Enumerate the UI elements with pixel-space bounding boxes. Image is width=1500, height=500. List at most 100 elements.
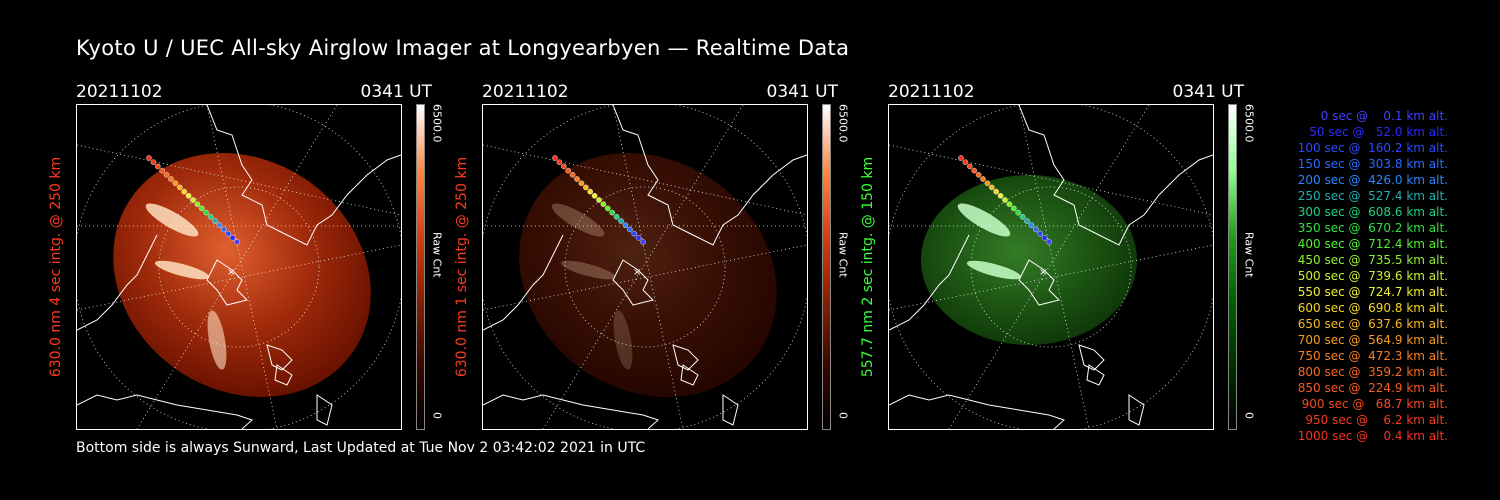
colorbar-min-label: 0 — [836, 412, 850, 419]
trajectory-point — [574, 176, 580, 182]
legend-item: 900 sec @ 68.7 km alt. — [1297, 397, 1448, 411]
trajectory-point — [1019, 214, 1026, 220]
imager-panel-2: 20211102 0341 UT 630.0 nm 1 sec intg. @ 25… — [454, 82, 862, 432]
imager-panel-1: 20211102 0341 UT 630.0 nm 4 sec intg. @ 25… — [48, 82, 456, 432]
svg-text:×: × — [227, 267, 235, 278]
trajectory-point — [1024, 218, 1030, 224]
trajectory-point — [640, 239, 646, 245]
legend-item: 550 sec @ 724.7 km alt. — [1293, 285, 1448, 299]
trajectory-point — [216, 222, 223, 228]
panel-ylabel: 630.0 nm 1 sec intg. @ 250 km — [454, 156, 470, 378]
legend-item: 150 sec @ 303.8 km alt. — [1293, 157, 1448, 171]
allsky-image: × — [888, 104, 1214, 430]
colorbar-unit-label: Raw Cnt — [836, 232, 850, 278]
trajectory-point — [1037, 230, 1043, 237]
colorbar-max-label: 6500.0 — [430, 104, 444, 143]
trajectory-point — [181, 188, 187, 195]
legend-item: 700 sec @ 564.9 km alt. — [1293, 333, 1448, 347]
trajectory-point — [989, 184, 995, 191]
panel-date: 20211102 — [482, 82, 569, 102]
imager-panel-3: 20211102 0341 UT 557.7 nm 2 sec intg. @ 15… — [860, 82, 1268, 432]
trajectory-point — [172, 180, 179, 186]
trajectory-point — [967, 163, 973, 170]
colorbar-min-label: 0 — [1242, 412, 1256, 419]
legend-item: 400 sec @ 712.4 km alt. — [1293, 237, 1448, 251]
allsky-image: × — [482, 104, 808, 430]
trajectory-point — [561, 163, 567, 170]
trajectory-point — [1032, 226, 1039, 233]
svg-text:×: × — [633, 267, 641, 278]
legend-item: 250 sec @ 527.4 km alt. — [1293, 189, 1448, 203]
colorbar-max-label: 6500.0 — [836, 104, 850, 143]
legend-item: 450 sec @ 735.5 km alt. — [1293, 253, 1448, 267]
colorbar-max-label: 6500.0 — [1242, 104, 1256, 143]
page-title: Kyoto U / UEC All-sky Airglow Imager at … — [76, 36, 850, 60]
trajectory-point — [975, 172, 982, 178]
trajectory-point — [556, 159, 563, 166]
colorbar-unit-label: Raw Cnt — [430, 232, 444, 278]
trajectory-point — [1041, 234, 1048, 241]
trajectory-point — [177, 184, 183, 191]
trajectory-point — [199, 205, 205, 212]
trajectory-point — [1046, 239, 1052, 245]
legend-item: 750 sec @ 472.3 km alt. — [1293, 349, 1448, 363]
legend-item: 50 sec @ 52.0 km alt. — [1301, 125, 1448, 139]
legend-item: 950 sec @ 6.2 km alt. — [1301, 413, 1448, 427]
trajectory-point — [984, 180, 991, 186]
legend-item: 100 sec @ 160.2 km alt. — [1293, 141, 1448, 155]
trajectory-point — [146, 155, 152, 161]
trajectory-point — [1006, 201, 1013, 207]
colorbar — [822, 104, 831, 430]
trajectory-point — [958, 155, 964, 161]
legend-item: 300 sec @ 608.6 km alt. — [1293, 205, 1448, 219]
trajectory-point — [962, 159, 969, 166]
trajectory-point — [993, 188, 999, 195]
allsky-image: × — [76, 104, 402, 430]
trajectory-point — [600, 201, 607, 207]
trajectory-point — [234, 239, 240, 245]
trajectory-point — [631, 230, 637, 237]
trajectory-point — [569, 172, 576, 178]
trajectory-point — [1002, 197, 1008, 203]
trajectory-point — [1011, 205, 1017, 212]
trajectory-point — [552, 155, 558, 161]
trajectory-point — [605, 205, 611, 212]
panel-ylabel: 630.0 nm 4 sec intg. @ 250 km — [48, 156, 64, 378]
trajectory-point — [163, 172, 170, 178]
trajectory-point — [596, 197, 602, 203]
trajectory-point — [212, 218, 218, 224]
trajectory-point — [591, 193, 598, 199]
trajectory-point — [220, 226, 227, 233]
trajectory-point — [609, 209, 615, 216]
colorbar — [416, 104, 425, 430]
trajectory-point — [613, 214, 620, 220]
trajectory-point — [207, 214, 214, 220]
trajectory-point — [971, 167, 977, 174]
colorbar-min-label: 0 — [430, 412, 444, 419]
panel-time: 0341 UT — [766, 82, 839, 102]
trajectory-point — [159, 167, 165, 174]
trajectory-legend: 0 sec @ 0.1 km alt. 50 sec @ 52.0 km alt… — [1262, 108, 1448, 444]
trajectory-point — [1028, 222, 1035, 228]
panel-date: 20211102 — [888, 82, 975, 102]
trajectory-point — [587, 188, 593, 195]
legend-item: 800 sec @ 359.2 km alt. — [1293, 365, 1448, 379]
trajectory-point — [618, 218, 624, 224]
legend-item: 350 sec @ 670.2 km alt. — [1293, 221, 1448, 235]
trajectory-point — [565, 167, 571, 174]
panel-time: 0341 UT — [360, 82, 433, 102]
panel-ylabel: 557.7 nm 2 sec intg. @ 150 km — [860, 156, 876, 378]
trajectory-point — [185, 193, 192, 199]
legend-item: 500 sec @ 739.6 km alt. — [1293, 269, 1448, 283]
trajectory-point — [622, 222, 629, 228]
trajectory-point — [635, 234, 642, 241]
trajectory-point — [626, 226, 633, 233]
colorbar — [1228, 104, 1237, 430]
trajectory-point — [583, 184, 589, 191]
trajectory-point — [194, 201, 201, 207]
legend-item: 200 sec @ 426.0 km alt. — [1293, 173, 1448, 187]
trajectory-point — [190, 197, 196, 203]
panel-time: 0341 UT — [1172, 82, 1245, 102]
footer-note: Bottom side is always Sunward, Last Upda… — [76, 440, 646, 456]
trajectory-point — [578, 180, 585, 186]
